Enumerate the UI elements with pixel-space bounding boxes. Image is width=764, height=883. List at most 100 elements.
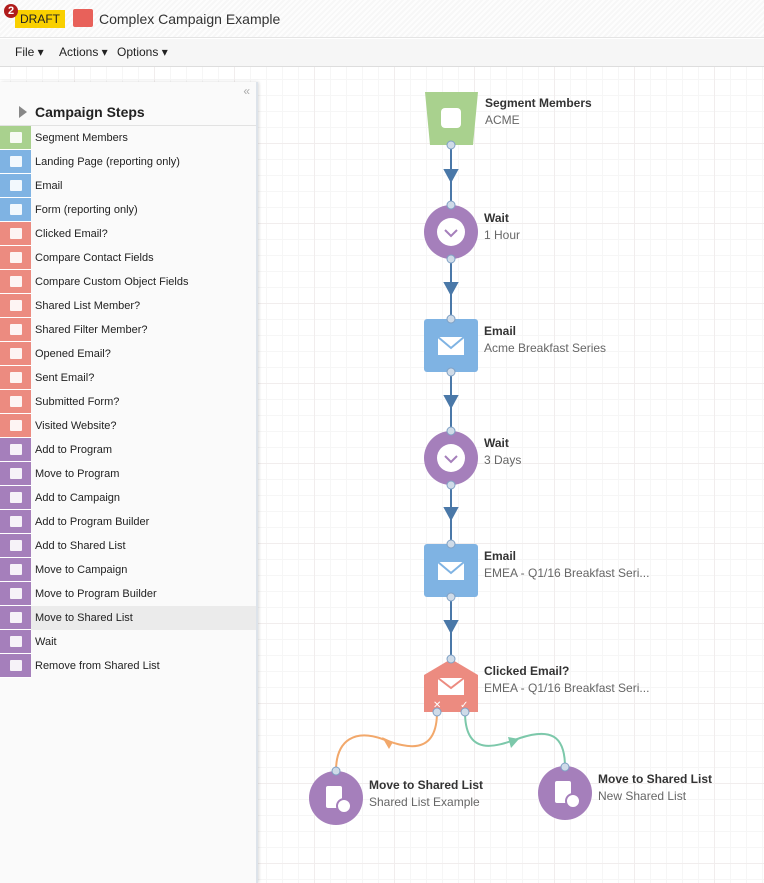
- step-icon: [0, 174, 31, 198]
- header-bar: 2 DRAFT Complex Campaign Example: [0, 0, 764, 38]
- step-label: Add to Campaign: [35, 492, 120, 504]
- collapse-panel-button[interactable]: «: [243, 84, 250, 98]
- step-label: Wait: [35, 636, 57, 648]
- step-icon: [0, 510, 31, 534]
- step-label: Move to Program Builder: [35, 588, 157, 600]
- step-icon: [0, 486, 31, 510]
- flow-node[interactable]: Wait 3 Days: [484, 436, 522, 467]
- step-label: Form (reporting only): [35, 204, 138, 216]
- connection-ports: [331, 140, 570, 776]
- step-label: Remove from Shared List: [35, 660, 160, 672]
- panel-title: Campaign Steps: [35, 104, 145, 120]
- menu-options[interactable]: Options ▾: [117, 45, 168, 59]
- step-icon: [0, 246, 31, 270]
- flow-node[interactable]: Email EMEA - Q1/16 Breakfast Seri...: [484, 549, 650, 580]
- step-item[interactable]: Shared Filter Member?: [0, 318, 256, 342]
- page-title: Complex Campaign Example: [99, 11, 281, 27]
- arrow-icon: [508, 737, 519, 748]
- step-item[interactable]: Add to Shared List: [0, 534, 256, 558]
- step-label: Email: [35, 180, 63, 192]
- flow-node[interactable]: Email Acme Breakfast Series: [484, 324, 607, 355]
- step-label: Sent Email?: [35, 372, 95, 384]
- step-icon: [0, 366, 31, 390]
- step-label: Move to Campaign: [35, 564, 128, 576]
- step-item[interactable]: Landing Page (reporting only): [0, 150, 256, 174]
- arrow-icon: [443, 395, 459, 410]
- yes-icon: ✓: [460, 700, 468, 711]
- step-icon: [0, 462, 31, 486]
- segment-icon: [441, 108, 461, 128]
- step-label: Segment Members: [35, 132, 128, 144]
- step-label: Submitted Form?: [35, 396, 120, 408]
- step-label: Shared List Member?: [35, 300, 141, 312]
- clock-icon: [437, 218, 465, 246]
- step-item[interactable]: Sent Email?: [0, 366, 256, 390]
- step-label: Opened Email?: [35, 348, 111, 360]
- step-item[interactable]: Clicked Email?: [0, 222, 256, 246]
- step-label: Move to Program: [35, 468, 120, 480]
- step-item[interactable]: Add to Program Builder: [0, 510, 256, 534]
- step-item[interactable]: Opened Email?: [0, 342, 256, 366]
- step-icon: [0, 630, 31, 654]
- arrow-icon: [443, 282, 459, 297]
- step-item[interactable]: Move to Program Builder: [0, 582, 256, 606]
- step-icon: [0, 126, 31, 150]
- step-item[interactable]: Move to Program: [0, 462, 256, 486]
- step-label: Compare Contact Fields: [35, 252, 154, 264]
- flow-node[interactable]: Segment Members ACME: [485, 96, 592, 127]
- step-icon: [0, 150, 31, 174]
- step-label: Shared Filter Member?: [35, 324, 148, 336]
- step-icon: [0, 414, 31, 438]
- flow-node[interactable]: Clicked Email? EMEA - Q1/16 Breakfast Ser…: [484, 664, 650, 695]
- notification-badge[interactable]: 2: [4, 4, 18, 18]
- step-item[interactable]: Visited Website?: [0, 414, 256, 438]
- arrow-icon: [443, 620, 459, 635]
- step-label: Move to Shared List: [35, 612, 133, 624]
- step-item[interactable]: Wait: [0, 630, 256, 654]
- campaign-icon: [73, 9, 93, 27]
- step-item[interactable]: Email: [0, 174, 256, 198]
- step-icon: [0, 606, 31, 630]
- expand-triangle-icon[interactable]: [19, 106, 27, 118]
- step-label: Add to Program Builder: [35, 516, 150, 528]
- step-icon: [0, 438, 31, 462]
- step-label: Add to Shared List: [35, 540, 126, 552]
- step-label: Landing Page (reporting only): [35, 156, 180, 168]
- arrow-icon: [382, 737, 393, 749]
- step-item[interactable]: Form (reporting only): [0, 198, 256, 222]
- step-item[interactable]: Add to Program: [0, 438, 256, 462]
- step-icon: [0, 582, 31, 606]
- step-label: Add to Program: [35, 444, 113, 456]
- flow-node[interactable]: Wait 1 Hour: [484, 211, 521, 242]
- step-item[interactable]: Compare Custom Object Fields: [0, 270, 256, 294]
- step-icon: [0, 270, 31, 294]
- no-icon: ✕: [433, 700, 441, 711]
- step-item[interactable]: Move to Shared List: [0, 606, 256, 630]
- step-icon: [0, 342, 31, 366]
- arrow-icon: [443, 169, 459, 184]
- menu-file[interactable]: File ▾: [15, 45, 44, 59]
- step-item[interactable]: Remove from Shared List: [0, 654, 256, 678]
- step-item[interactable]: Compare Contact Fields: [0, 246, 256, 270]
- yes-branch-connector: [464, 711, 566, 768]
- step-icon: [0, 294, 31, 318]
- step-item[interactable]: Add to Campaign: [0, 486, 256, 510]
- step-icon: [0, 558, 31, 582]
- menu-actions[interactable]: Actions ▾: [59, 45, 108, 59]
- flow-node[interactable]: Move to Shared List New Shared List: [598, 772, 713, 803]
- steps-list: Segment Members Landing Page (reporting o…: [0, 125, 256, 678]
- step-label: Compare Custom Object Fields: [35, 276, 189, 288]
- step-item[interactable]: Shared List Member?: [0, 294, 256, 318]
- step-item[interactable]: Move to Campaign: [0, 558, 256, 582]
- step-icon: [0, 534, 31, 558]
- step-label: Visited Website?: [35, 420, 117, 432]
- step-icon: [0, 198, 31, 222]
- step-icon: [0, 654, 31, 678]
- step-item[interactable]: Segment Members: [0, 126, 256, 150]
- flow-node[interactable]: Move to Shared List Shared List Example: [369, 778, 484, 809]
- step-item[interactable]: Submitted Form?: [0, 390, 256, 414]
- step-label: Clicked Email?: [35, 228, 108, 240]
- clock-icon: [437, 444, 465, 472]
- arrow-icon: [443, 507, 459, 522]
